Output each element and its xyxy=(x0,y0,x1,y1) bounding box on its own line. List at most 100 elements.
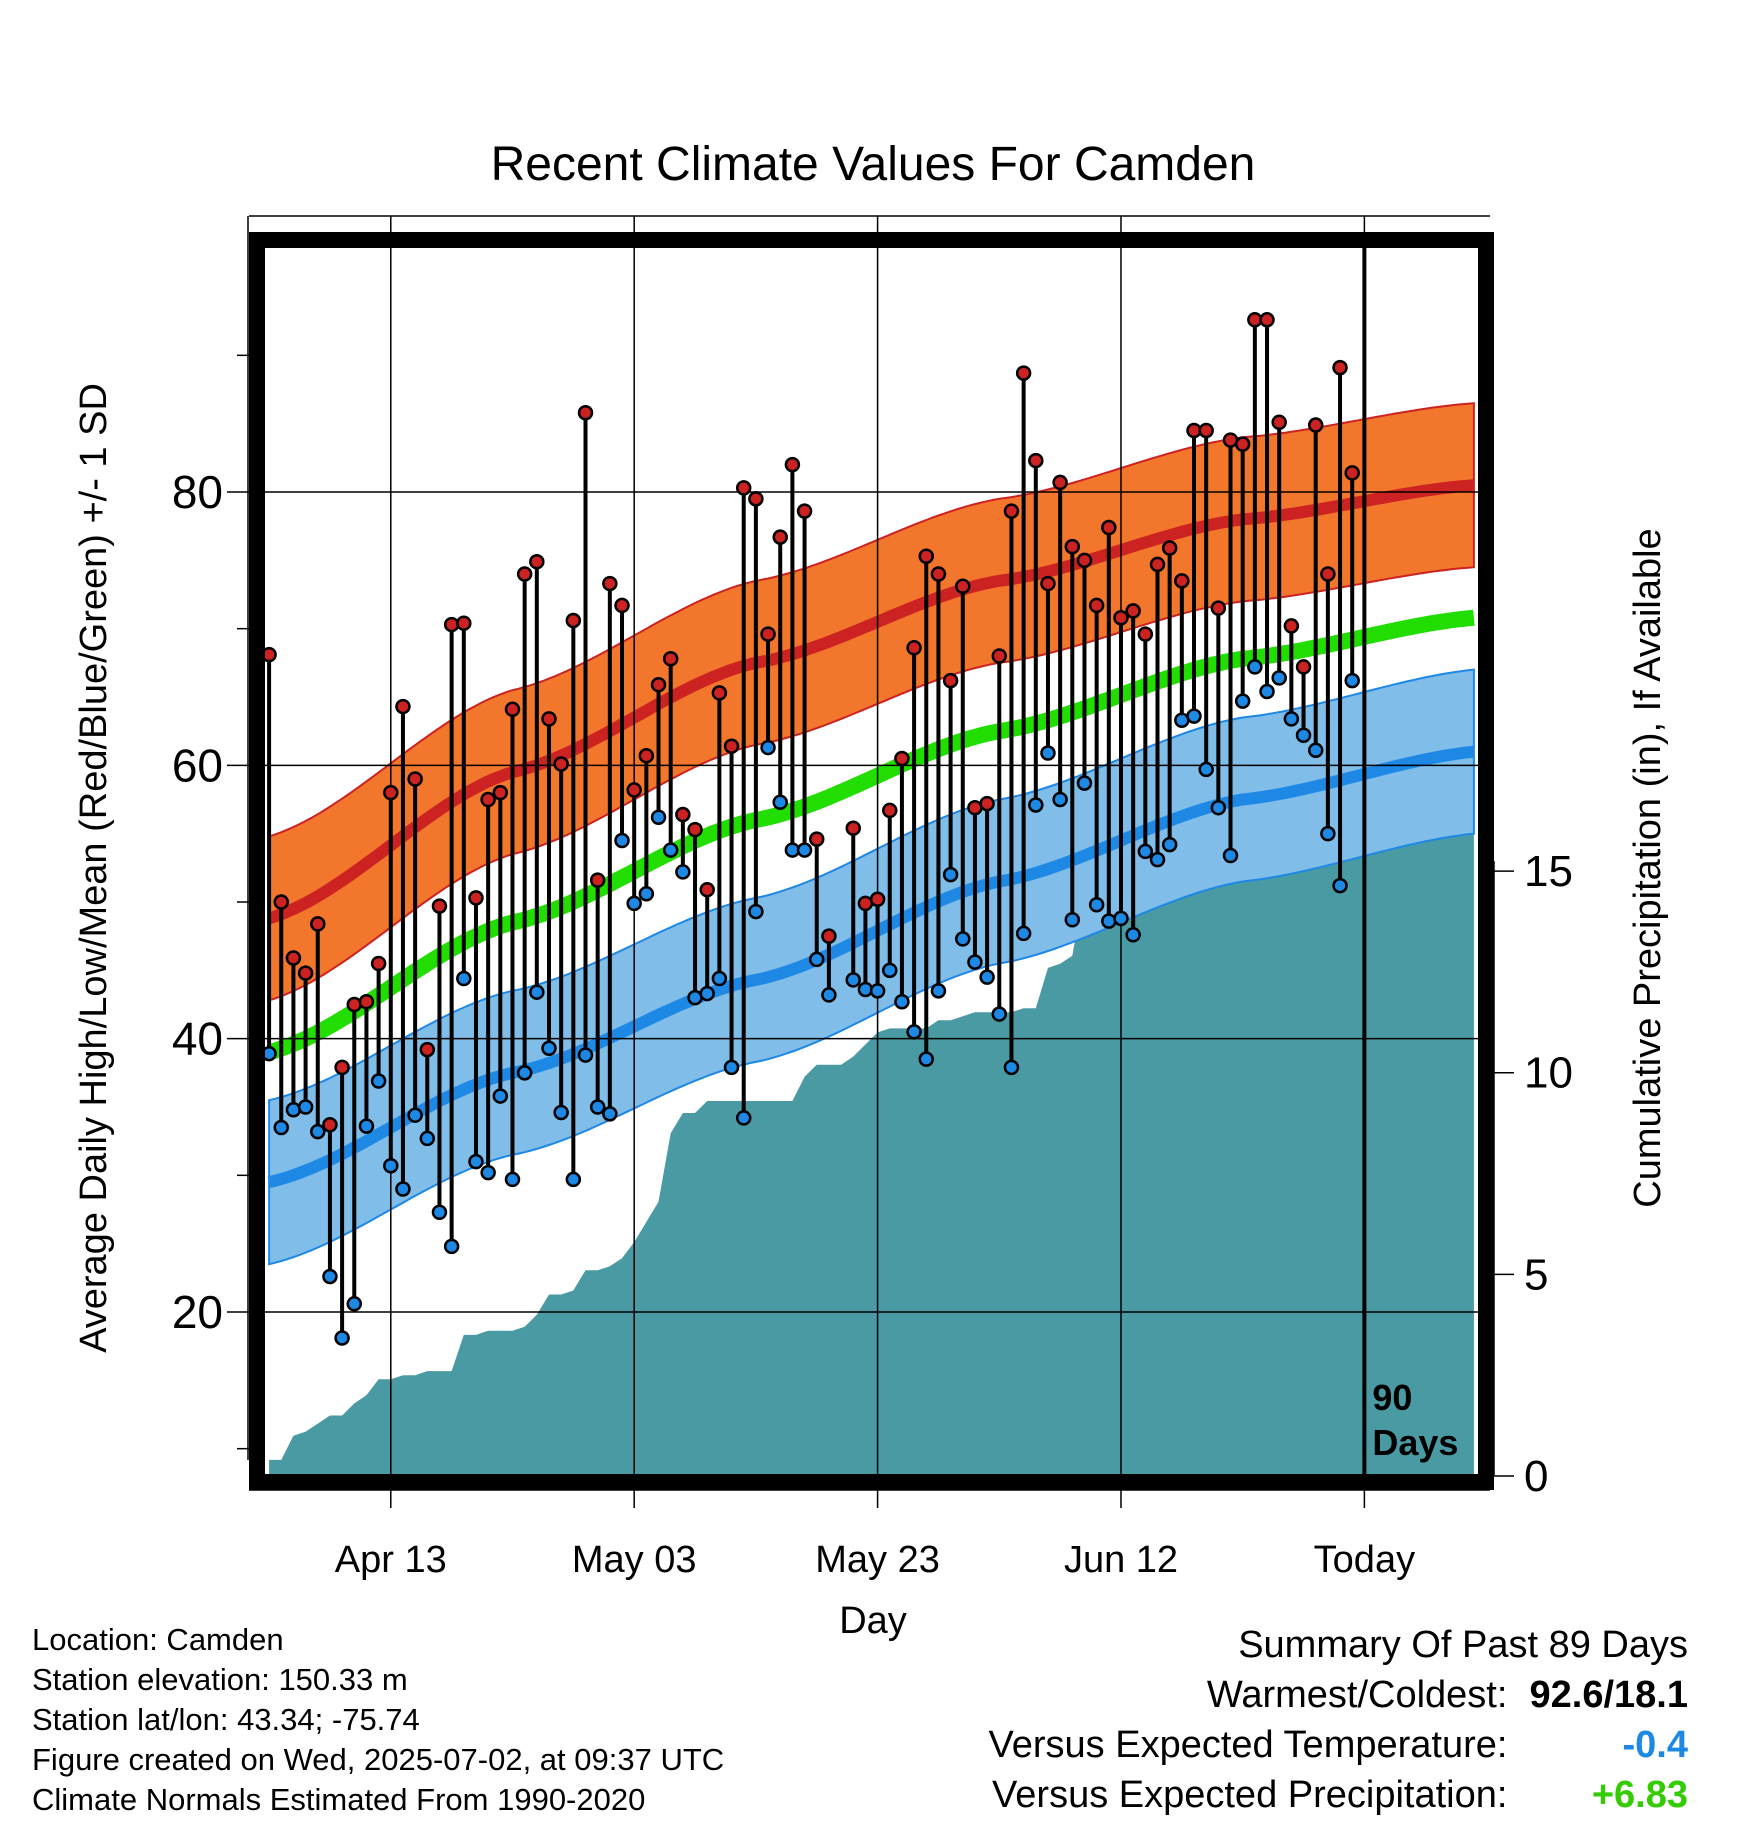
daily-high-point xyxy=(1088,597,1105,614)
x-axis-label: Day xyxy=(839,1600,907,1642)
daily-low-point xyxy=(431,1204,448,1220)
daily-high-point xyxy=(492,784,509,801)
normal-low-line xyxy=(267,745,1475,1189)
daily-high-point xyxy=(468,890,484,906)
daily-low-point xyxy=(1003,1059,1020,1076)
summary-warmest-coldest: Warmest/Coldest: 92.6/18.1 xyxy=(989,1670,1688,1720)
daily-high-point xyxy=(1101,519,1117,536)
daily-low-point xyxy=(1076,775,1093,791)
summary-panel: Summary Of Past 89 Days Warmest/Coldest:… xyxy=(989,1620,1688,1820)
daily-high-point xyxy=(699,881,715,898)
daily-low-point xyxy=(662,842,679,858)
y2-tick-label: 5 xyxy=(1524,1250,1548,1299)
axes: 20 40 60 80 Apr 13 May 03 May 23 Jun 12 Today 0 5 1… xyxy=(172,215,1573,1581)
today-days-label: Days xyxy=(1372,1422,1458,1463)
cumulative-precip-area xyxy=(269,766,1474,1476)
y-tick-label: 80 xyxy=(172,466,223,518)
daily-high-point xyxy=(1295,659,1312,675)
daily-low-point xyxy=(358,1118,375,1134)
daily-high-point xyxy=(1028,452,1044,469)
daily-high-point xyxy=(1003,503,1020,519)
daily-high-point xyxy=(310,916,326,932)
daily-high-point xyxy=(1064,538,1081,555)
daily-high-point xyxy=(894,750,910,767)
daily-high-point xyxy=(358,994,375,1010)
daily-high-point xyxy=(1271,414,1287,431)
y2-tick-label: 0 xyxy=(1524,1452,1548,1501)
daily-high-point xyxy=(1076,552,1093,569)
x-tick-label: Today xyxy=(1314,1539,1415,1581)
y2-tick-label: 10 xyxy=(1524,1049,1573,1098)
y2-axis-label: Cumulative Precipitation (in), If Availa… xyxy=(1627,528,1669,1207)
daily-high-point xyxy=(395,698,411,715)
temp-label: Versus Expected Temperature: xyxy=(988,1724,1508,1766)
daily-low-point xyxy=(675,864,691,880)
chart-title: Recent Climate Values For Camden xyxy=(491,138,1256,191)
daily-high-point xyxy=(516,566,533,582)
daily-low-point xyxy=(334,1330,350,1346)
daily-high-point xyxy=(723,738,740,754)
daily-low-point xyxy=(650,809,667,826)
daily-low-point xyxy=(346,1296,363,1312)
daily-low-point xyxy=(882,962,898,979)
created-text: Figure created on Wed, 2025-07-02, at 09… xyxy=(32,1742,725,1777)
plot-border xyxy=(249,232,1494,1490)
daily-low-point xyxy=(1052,791,1068,808)
daily-high-point xyxy=(1320,566,1336,582)
daily-high-point xyxy=(322,1117,338,1133)
precip-layer xyxy=(269,766,1474,1476)
daily-low-point xyxy=(967,954,983,970)
daily-low-point xyxy=(1222,847,1239,864)
daily-low-point xyxy=(808,951,825,968)
daily-low-point xyxy=(1307,742,1324,759)
daily-high-point xyxy=(541,711,557,727)
daily-low-point xyxy=(699,985,715,1002)
daily-high-point xyxy=(796,503,813,519)
daily-low-point xyxy=(894,994,910,1010)
daily-high-point xyxy=(748,491,764,507)
latlon-text: Station lat/lon: 43.34; -75.74 xyxy=(32,1702,420,1737)
daily-low-point xyxy=(273,1119,290,1136)
daily-high-point xyxy=(784,456,801,473)
daily-low-point xyxy=(589,1099,606,1115)
daily-high-point xyxy=(273,894,290,910)
warmest-coldest-value: 92.6/18.1 xyxy=(1529,1674,1688,1716)
daily-high-point xyxy=(711,685,728,701)
daily-low-point xyxy=(760,739,776,756)
y-axis-label: Average Daily High/Low/Mean (Red/Blue/Gr… xyxy=(73,383,115,1353)
daily-low-point xyxy=(322,1268,338,1285)
daily-high-point xyxy=(626,782,642,798)
daily-low-point xyxy=(869,983,886,999)
daily-high-point xyxy=(1137,626,1154,642)
today-days-number: 90 xyxy=(1372,1377,1412,1418)
daily-high-point xyxy=(480,791,496,808)
daily-low-point xyxy=(419,1130,436,1147)
daily-low-point xyxy=(407,1107,423,1123)
daily-high-point xyxy=(821,928,837,944)
temp-value: -0.4 xyxy=(1622,1724,1688,1766)
daily-low-point xyxy=(1040,745,1056,761)
daily-high-point xyxy=(638,748,655,764)
daily-high-point xyxy=(1113,609,1129,626)
daily-low-point xyxy=(918,1051,935,1067)
daily-low-point xyxy=(1295,727,1312,744)
daily-low-point xyxy=(1247,659,1263,675)
daily-low-point xyxy=(845,972,861,988)
daily-low-point xyxy=(979,969,995,985)
daily-low-point xyxy=(395,1181,411,1197)
daily-low-point xyxy=(748,903,764,920)
daily-low-point xyxy=(480,1164,496,1181)
daily-low-point xyxy=(1149,851,1166,868)
x-tick-label: Apr 13 xyxy=(335,1539,447,1581)
daily-low-point xyxy=(577,1047,594,1063)
daily-high-point xyxy=(1125,603,1141,619)
daily-low-point xyxy=(1283,711,1300,727)
daily-low-point xyxy=(1064,912,1081,928)
daily-high-point xyxy=(869,891,886,908)
daily-low-point xyxy=(1271,670,1287,686)
daily-high-point xyxy=(383,784,399,801)
daily-high-point xyxy=(553,756,569,772)
daily-low-point xyxy=(468,1153,484,1170)
daily-high-point xyxy=(285,950,302,966)
daily-low-point xyxy=(1161,836,1178,853)
